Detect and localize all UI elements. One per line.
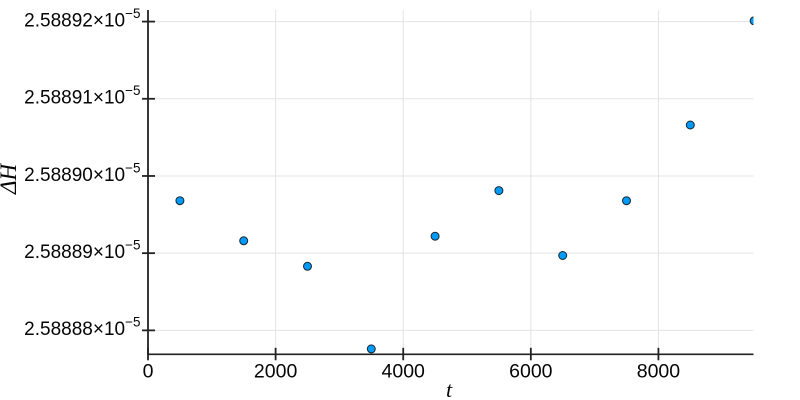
data-point-8 (622, 196, 631, 206)
data-point-7 (558, 251, 568, 260)
x-tick-label-2000: 2000 (254, 361, 298, 383)
y-tick-label-2.58888: 2.58888×10−5 (24, 315, 140, 341)
y-tick-label-2.58890: 2.58890×10−5 (24, 160, 140, 186)
axis-ticks (142, 20, 660, 361)
data-point-1 (175, 196, 185, 206)
data-point-3 (303, 261, 312, 271)
y-tick-label-2.58889: 2.58889×10−5 (24, 237, 140, 263)
y-tick-label-2.58891: 2.58891×10−5 (24, 83, 140, 109)
x-tick-label-8000: 8000 (637, 361, 681, 383)
data-point-5 (430, 231, 440, 241)
data-point-6 (494, 186, 504, 196)
data-point-2 (239, 236, 249, 246)
data-point-9 (685, 120, 695, 130)
y-tick-label-2.58892: 2.58892×10−5 (24, 6, 140, 32)
x-axis-label: t (446, 377, 453, 400)
y-tick-exponent: −5 (125, 83, 140, 98)
x-tick-label-4000: 4000 (382, 361, 426, 383)
y-tick-exponent: −5 (125, 315, 140, 330)
gridlines (148, 10, 754, 355)
y-tick-exponent: −5 (125, 6, 140, 21)
data-points (175, 16, 754, 354)
x-tick-label-0: 0 (143, 361, 154, 383)
data-point-10 (749, 16, 754, 26)
y-tick-exponent: −5 (125, 237, 140, 252)
data-point-4 (366, 344, 376, 354)
y-tick-labels: 2.58888×10−5 2.58889×10−5 2.58890×10−5 2.58… (24, 6, 140, 340)
y-tick-exponent: −5 (125, 160, 140, 175)
x-tick-label-6000: 6000 (509, 361, 553, 383)
y-axis-label: ΔH (0, 163, 21, 195)
x-tick-labels: 0 2000 4000 6000 8000 (143, 361, 681, 383)
